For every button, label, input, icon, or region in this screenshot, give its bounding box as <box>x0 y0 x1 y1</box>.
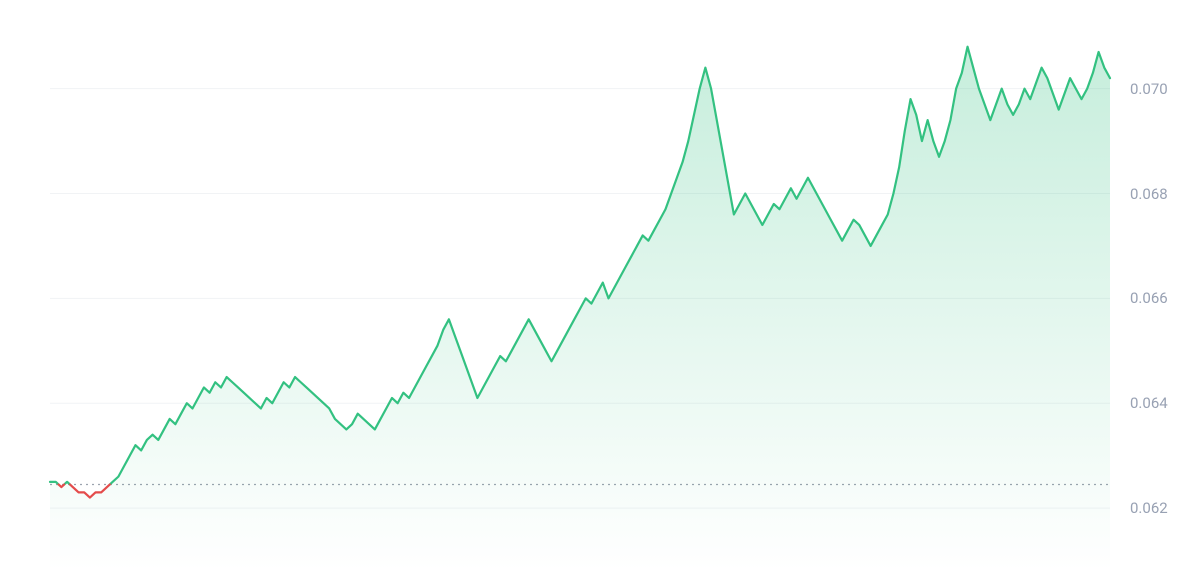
y-tick-label: 0.062 <box>1130 499 1168 517</box>
y-tick-label: 0.068 <box>1130 185 1168 203</box>
chart-svg <box>0 0 1200 581</box>
y-tick-label: 0.070 <box>1130 80 1168 98</box>
price-chart[interactable]: 0.062 0.064 0.066 0.068 0.070 <box>0 0 1200 581</box>
y-tick-label: 0.066 <box>1130 289 1168 307</box>
y-tick-label: 0.064 <box>1130 394 1168 412</box>
